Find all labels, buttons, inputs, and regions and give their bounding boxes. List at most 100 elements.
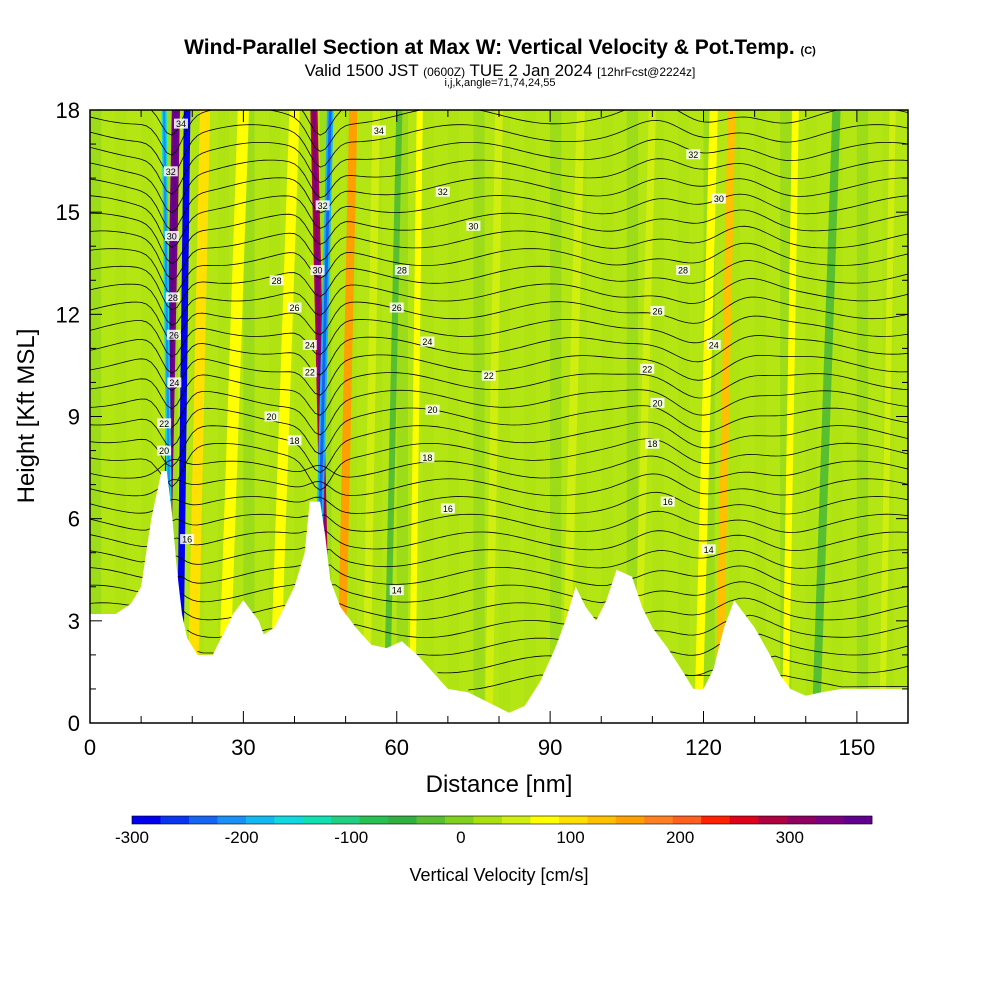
isentrope-line — [437, 655, 908, 676]
isentrope-label-text: 20 — [428, 405, 438, 415]
x-tick-label: 60 — [385, 735, 409, 760]
velocity-texture-band — [345, 110, 357, 723]
colorbar-swatch — [587, 816, 617, 824]
isentrope-label: 20 — [157, 445, 172, 456]
velocity-band — [409, 110, 423, 723]
isentrope-label: 34 — [371, 125, 386, 136]
velocity-texture-band — [729, 110, 741, 723]
isentrope-line — [90, 209, 908, 265]
y-tick-label: 18 — [56, 98, 80, 123]
isentrope-label: 16 — [180, 534, 195, 545]
isentrope-label: 24 — [302, 339, 317, 350]
velocity-band — [694, 110, 718, 723]
velocity-texture-band — [473, 110, 485, 723]
x-tick-label: 0 — [84, 735, 96, 760]
title-copyright: (C) — [800, 45, 816, 57]
colorbar-swatch — [188, 816, 218, 824]
isentrope-label: 24 — [167, 377, 182, 388]
isentrope-line — [90, 564, 908, 587]
isentrope-label-text: 24 — [709, 340, 719, 350]
colorbar-swatch — [843, 816, 873, 824]
isentrope-label-text: 20 — [159, 446, 169, 456]
x-axis-label: Distance [nm] — [426, 771, 573, 798]
isentrope-line — [90, 119, 908, 176]
isentrope-label: 22 — [640, 363, 655, 374]
chart-title: Wind-Parallel Section at Max W: Vertical… — [0, 36, 1000, 60]
y-tick-label: 3 — [68, 609, 80, 634]
valid-prefix: Valid 1500 JST — [304, 61, 419, 80]
colorbar-swatch — [758, 816, 787, 824]
isentrope-label: 26 — [287, 302, 302, 313]
colorbar-swatch — [615, 816, 645, 824]
velocity-texture-band — [447, 110, 460, 723]
isentrope-label-text: 34 — [374, 126, 384, 136]
isentrope-label: 26 — [166, 329, 181, 340]
isentrope-line — [90, 529, 908, 552]
velocity-band — [633, 110, 656, 723]
y-tick-label: 12 — [56, 302, 80, 327]
isentrope-label: 26 — [389, 302, 404, 313]
isentrope-label-text: 24 — [422, 337, 432, 347]
isentrope-label: 34 — [174, 118, 189, 129]
velocity-band-core — [177, 110, 189, 723]
isentrope-label: 28 — [269, 275, 284, 286]
y-axis-label: Height [Kft MSL] — [13, 329, 40, 504]
isentrope-label-text: 22 — [642, 364, 652, 374]
colorbar-swatch — [530, 816, 560, 824]
isentrope-label-text: 18 — [647, 439, 657, 449]
velocity-texture-band — [141, 110, 153, 723]
isentrope-label-text: 22 — [159, 419, 169, 429]
isentrope-label: 24 — [706, 339, 721, 350]
colorbar-tick-label: 200 — [666, 828, 694, 847]
colorbar-tick-label: -300 — [115, 828, 149, 847]
velocity-band — [336, 110, 358, 723]
velocity-band — [715, 110, 736, 723]
isentrope-line — [90, 193, 908, 248]
isentrope-label-text: 32 — [318, 201, 328, 211]
isentrope-label-text: 34 — [176, 119, 186, 129]
colorbar-swatch — [245, 816, 275, 824]
colorbar-swatch — [786, 816, 816, 824]
x-tick-label: 90 — [538, 735, 562, 760]
isentrope-line — [90, 455, 908, 480]
isentrope-label: 20 — [425, 404, 440, 415]
isentrope-label-text: 26 — [289, 303, 299, 313]
isentrope-line — [90, 581, 908, 604]
x-tick-label: 30 — [231, 735, 255, 760]
colorbar-tick-label: -100 — [334, 828, 368, 847]
colorbar: -300 -200 -100 0 100 200 300 — [115, 815, 873, 847]
velocity-texture-band — [371, 110, 383, 723]
isentrope-label-text: 24 — [169, 378, 179, 388]
colorbar-swatch — [217, 816, 247, 824]
velocity-texture-band — [524, 110, 536, 723]
isentrope-label-text: 20 — [266, 412, 276, 422]
colorbar-swatch — [331, 816, 360, 824]
isentrope-label: 24 — [420, 336, 435, 347]
isentrope-label-text: 30 — [167, 232, 177, 242]
isentrope-label-text: 28 — [272, 276, 282, 286]
colorbar-swatch — [274, 816, 304, 824]
colorbar-swatch — [473, 816, 503, 824]
velocity-texture-band — [294, 110, 306, 723]
plot-clip-group: 34 32 30 28 26 24 22 20 16 28 26 20 18 34 32 30 24 22 28 26… — [90, 110, 908, 723]
isentrope-label: 16 — [660, 496, 675, 507]
velocity-texture-band — [550, 110, 562, 723]
y-tick-label: 15 — [56, 200, 80, 225]
isentrope-line — [90, 278, 908, 326]
isentrope-label: 16 — [440, 503, 455, 514]
isentrope-label-text: 16 — [663, 497, 673, 507]
isentrope-line — [90, 405, 908, 455]
isentrope-label-text: 14 — [704, 545, 714, 555]
x-tick-label: 150 — [839, 735, 876, 760]
velocity-band — [362, 110, 381, 723]
isentrope-line — [90, 372, 908, 416]
isentrope-label-text: 28 — [678, 266, 688, 276]
isentrope-label-text: 26 — [652, 306, 662, 316]
isentrope-label-text: 18 — [422, 453, 432, 463]
isentrope-line — [90, 354, 908, 396]
isentrope-line — [90, 158, 908, 214]
isentrope-line — [90, 335, 908, 376]
isentrope-label-text: 22 — [484, 371, 494, 381]
velocity-texture-band — [499, 110, 511, 723]
colorbar-tick-label: -200 — [225, 828, 259, 847]
